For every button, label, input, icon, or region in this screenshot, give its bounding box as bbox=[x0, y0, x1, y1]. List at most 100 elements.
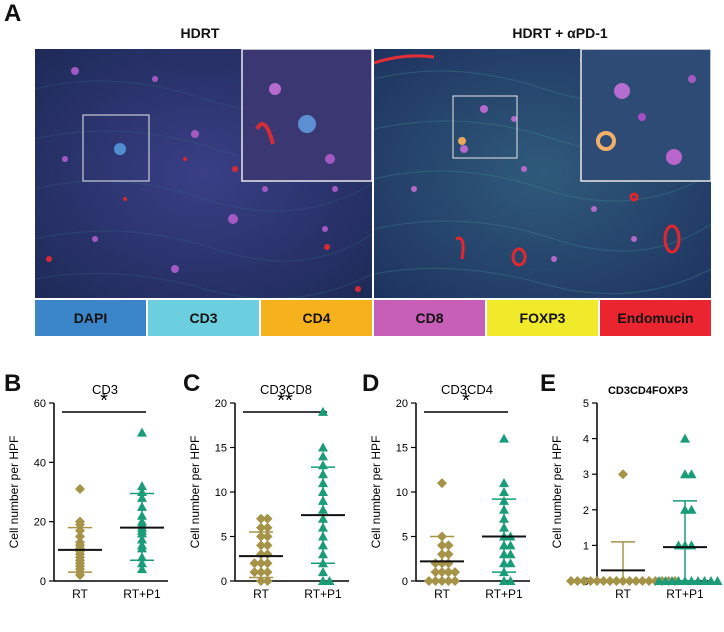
plot-title: CD3 bbox=[92, 382, 118, 397]
y-axis-label: Cell number per HPF bbox=[369, 436, 383, 549]
data-point bbox=[712, 576, 723, 585]
x-tick-label: RT bbox=[72, 587, 88, 601]
scatter-plot-cd3: CD3 Cell number per HPF 0 20 40 60 RT RT+P1 * bbox=[7, 382, 168, 601]
panel-letter-c: C bbox=[183, 370, 201, 397]
y-tick-label: 20 bbox=[34, 517, 46, 529]
scatter-plot-cd3cd8: CD3CD8 Cell number per HPF 0 5 10 15 20 RT RT+P1… bbox=[188, 382, 349, 601]
y-tick-label: 15 bbox=[215, 443, 227, 455]
panel-letter-e: E bbox=[540, 370, 557, 397]
data-point bbox=[262, 567, 273, 578]
y-tick-label: 10 bbox=[396, 487, 408, 499]
data-point bbox=[699, 576, 710, 585]
hdrt-title: HDRT bbox=[180, 25, 220, 41]
data-point bbox=[644, 576, 654, 586]
hdrt-apd1-title: HDRT + αPD-1 bbox=[512, 25, 608, 41]
y-axis-label: Cell number per HPF bbox=[7, 436, 21, 549]
data-point bbox=[137, 427, 147, 437]
data-point bbox=[443, 540, 454, 551]
y-tick-label: 20 bbox=[215, 398, 227, 410]
data-point bbox=[706, 576, 716, 585]
data-point bbox=[318, 451, 328, 461]
y-tick-label: 4 bbox=[583, 434, 589, 446]
legend-cd8: CD8 bbox=[374, 300, 487, 336]
x-tick-label: RT bbox=[615, 587, 631, 601]
legend-foxp3: FOXP3 bbox=[487, 300, 600, 336]
micrograph-hdrt bbox=[35, 49, 372, 298]
x-tick-label: RT+P1 bbox=[123, 587, 161, 601]
y-tick-label: 10 bbox=[215, 487, 227, 499]
y-tick-label: 15 bbox=[396, 443, 408, 455]
data-point bbox=[430, 567, 441, 578]
data-point bbox=[499, 487, 509, 496]
legend-dapi: DAPI bbox=[35, 300, 148, 336]
y-tick-label: 5 bbox=[402, 532, 408, 544]
panel-letter-a: A bbox=[4, 0, 22, 27]
data-point bbox=[424, 576, 434, 586]
y-tick-label: 5 bbox=[221, 532, 227, 544]
data-point bbox=[598, 576, 609, 586]
data-point bbox=[256, 513, 266, 524]
y-tick-label: 5 bbox=[583, 398, 589, 410]
data-point bbox=[505, 576, 516, 585]
data-point bbox=[443, 549, 454, 560]
data-point bbox=[579, 576, 589, 586]
data-point bbox=[318, 567, 328, 577]
x-tick-label: RT+P1 bbox=[304, 587, 342, 601]
data-point bbox=[660, 576, 671, 585]
data-point bbox=[505, 549, 516, 559]
y-tick-label: 3 bbox=[583, 469, 589, 481]
significance-label: * bbox=[462, 390, 470, 412]
data-point bbox=[262, 549, 273, 560]
data-point bbox=[318, 442, 328, 452]
y-tick-label: 2 bbox=[583, 505, 589, 517]
x-tick-label: RT bbox=[253, 587, 269, 601]
marker-legend: DAPI CD3 CD4 CD8 FOXP3 Endomucin bbox=[35, 300, 711, 336]
data-point bbox=[262, 576, 273, 586]
legend-cd4: CD4 bbox=[261, 300, 374, 336]
data-point bbox=[680, 433, 690, 443]
data-point bbox=[654, 576, 664, 585]
micrograph-hdrt-apd1 bbox=[374, 49, 711, 298]
data-point bbox=[256, 576, 266, 586]
data-point bbox=[249, 567, 260, 578]
scatter-plot-cd3cd4: CD3CD4 Cell number per HPF 0 5 10 15 20 RT RT+P1… bbox=[369, 382, 530, 601]
data-point bbox=[137, 564, 147, 574]
data-point bbox=[324, 576, 335, 585]
data-point bbox=[249, 558, 260, 569]
data-point bbox=[137, 481, 147, 491]
data-point bbox=[505, 540, 516, 550]
y-tick-label: 0 bbox=[402, 576, 408, 588]
y-axis-label: Cell number per HPF bbox=[550, 436, 564, 549]
data-point bbox=[637, 576, 648, 586]
legend-endomucin: Endomucin bbox=[600, 300, 711, 336]
data-point bbox=[318, 406, 328, 416]
plot-title: CD3CD8 bbox=[260, 382, 312, 397]
y-tick-label: 40 bbox=[34, 457, 46, 469]
x-tick-label: RT bbox=[434, 587, 450, 601]
data-point bbox=[572, 576, 583, 586]
data-point bbox=[686, 504, 697, 514]
data-point bbox=[499, 576, 509, 585]
data-point bbox=[262, 531, 273, 542]
data-point bbox=[631, 576, 641, 586]
data-point bbox=[262, 558, 273, 569]
data-point bbox=[262, 522, 273, 533]
legend-cd3: CD3 bbox=[148, 300, 261, 336]
data-point bbox=[605, 576, 615, 586]
data-point bbox=[499, 433, 509, 443]
y-tick-label: 0 bbox=[40, 576, 46, 588]
y-tick-label: 60 bbox=[34, 398, 46, 410]
data-point bbox=[443, 567, 454, 578]
significance-label: * bbox=[100, 390, 108, 412]
data-point bbox=[75, 484, 85, 495]
panel-letter-b: B bbox=[4, 370, 22, 397]
plot-title: CD3CD4 bbox=[441, 382, 493, 397]
data-point bbox=[585, 576, 596, 586]
data-point bbox=[318, 576, 328, 585]
panel-letter-d: D bbox=[362, 370, 380, 397]
data-point bbox=[505, 558, 516, 568]
y-tick-label: 20 bbox=[396, 398, 408, 410]
data-point bbox=[256, 522, 266, 533]
data-point bbox=[443, 558, 454, 569]
data-point bbox=[450, 576, 460, 586]
